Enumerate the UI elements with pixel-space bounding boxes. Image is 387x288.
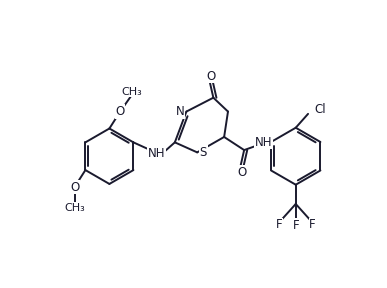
Text: O: O	[70, 181, 79, 194]
Text: O: O	[237, 166, 247, 179]
Text: NH: NH	[255, 136, 272, 149]
Text: Cl: Cl	[314, 103, 326, 116]
Text: CH₃: CH₃	[64, 203, 85, 213]
Text: CH₃: CH₃	[122, 86, 142, 96]
Text: O: O	[206, 70, 216, 83]
Text: N: N	[176, 105, 185, 118]
Text: F: F	[293, 219, 299, 232]
Text: NH: NH	[148, 147, 165, 160]
Text: F: F	[276, 218, 282, 231]
Text: F: F	[309, 218, 316, 231]
Text: S: S	[200, 146, 207, 159]
Text: O: O	[116, 105, 125, 118]
